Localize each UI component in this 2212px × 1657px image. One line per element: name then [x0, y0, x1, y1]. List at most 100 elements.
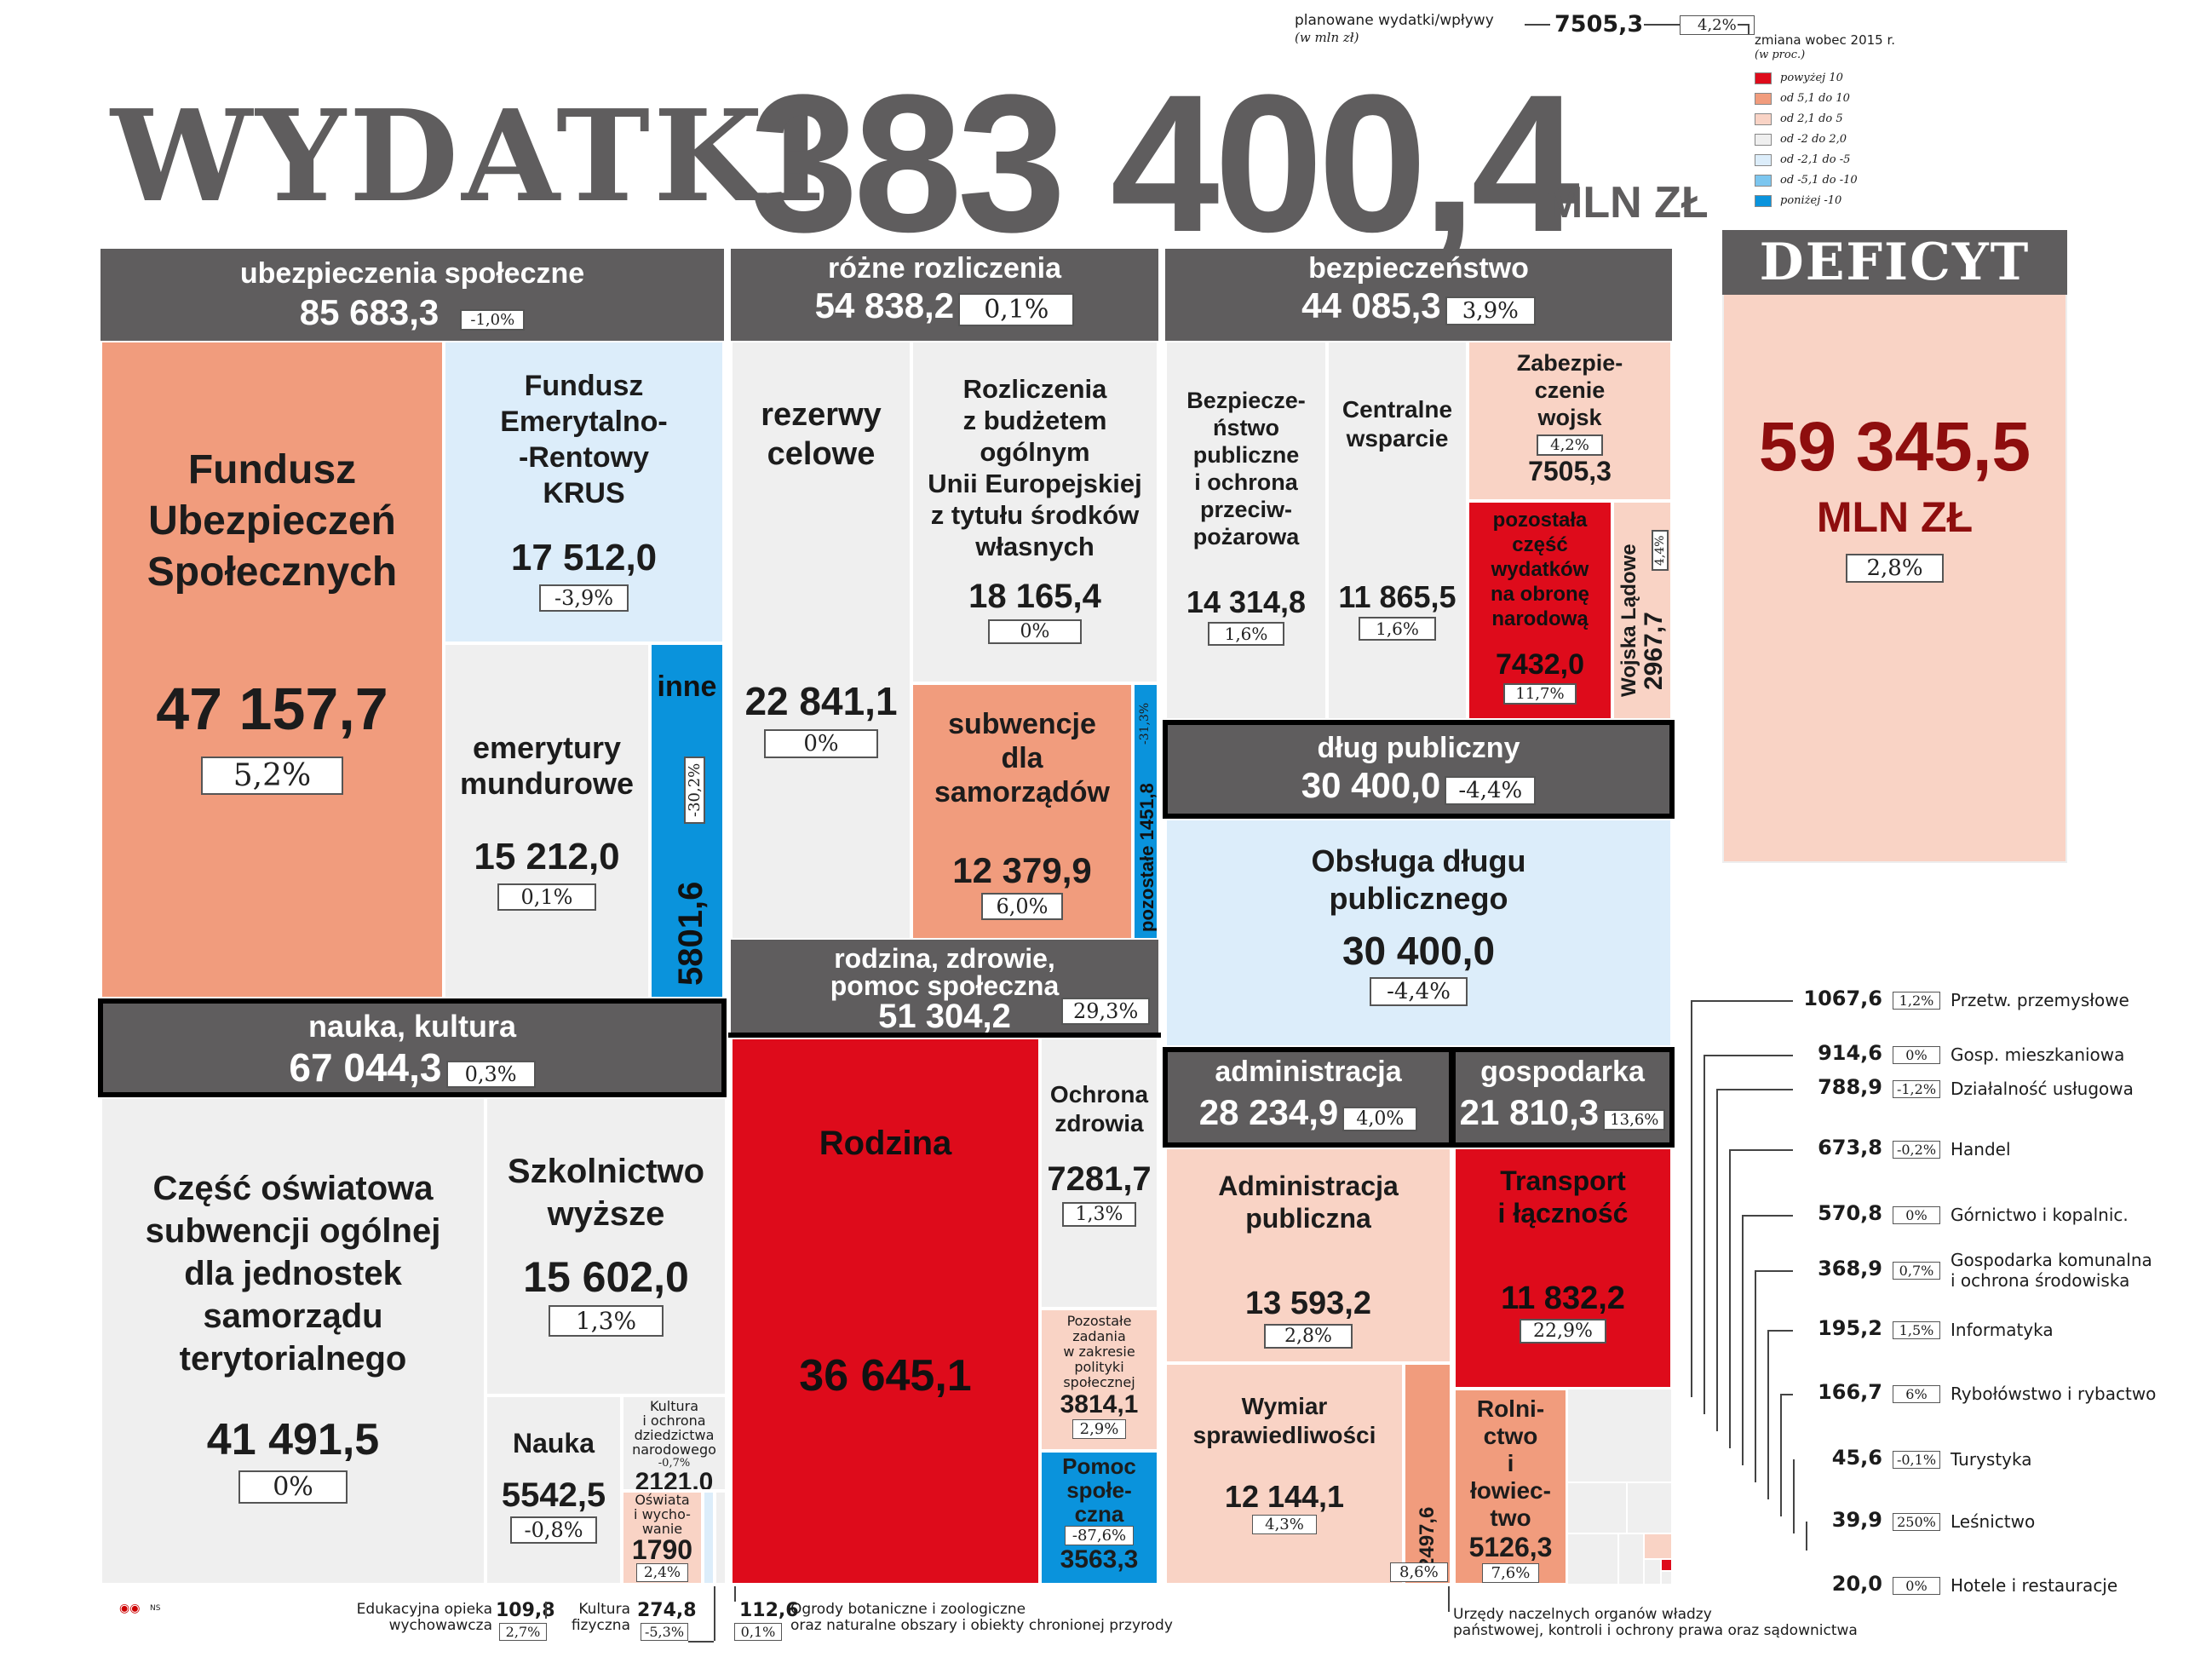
callout-value: 20,0 — [1831, 1572, 1882, 1596]
treemap-cell-gospodarka-small — [1567, 1389, 1672, 1482]
legend-item: od 5,1 do 10 — [1755, 92, 1850, 105]
callout-label: Rybołówstwo i rybactwo — [1951, 1384, 2157, 1404]
legend-swatch — [1755, 174, 1772, 187]
callout-pct: 6% — [1893, 1385, 1940, 1403]
legend-swatch — [1755, 194, 1772, 207]
callout-value: 45,6 — [1831, 1446, 1882, 1470]
legend-label: powyżej 10 — [1780, 72, 1843, 84]
deficit-box — [1722, 230, 2067, 863]
treemap-cell-rodzina: Rodzina 36 645,1 — [731, 1038, 1040, 1585]
treemap-cell-rolnictwo: Rolni- ctwo i łowiec- two 5126,3 7,6% — [1454, 1389, 1567, 1585]
deficit-pct: 2,8% — [1846, 554, 1944, 583]
treemap-cell-kultura: Kultura i ochrona dziedzictwa narodowego… — [622, 1395, 727, 1491]
legend-label: od -2 do 2,0 — [1780, 133, 1847, 146]
callout-line — [1716, 1089, 1793, 1090]
callout-line — [1704, 1055, 1793, 1056]
treemap-cell-krus: Fundusz Emerytalno- -Rentowy KRUS 17 512… — [444, 341, 724, 643]
legend-label: od 5,1 do 10 — [1780, 92, 1850, 105]
treemap-cell-oswiata-wychowanie: Oświata i wycho- wanie 1790 2,4% — [622, 1491, 703, 1585]
deficit-unit: MLN ZŁ — [1816, 493, 1974, 541]
legend-item: od 2,1 do 5 — [1755, 112, 1843, 125]
callout-pct: 0% — [1893, 1046, 1940, 1064]
connector — [734, 1586, 736, 1602]
callout-label: Działalność usługowa — [1951, 1079, 2134, 1099]
treemap-cell-pozostale-rozliczenia: -31,3% pozostałe 1451,8 — [1133, 683, 1158, 940]
callout-line — [1691, 1000, 1692, 1397]
callout-pct: 250% — [1893, 1513, 1940, 1531]
title-word: WYDATKI — [111, 82, 829, 230]
treemap-cell-edukacyjna-opieka — [703, 1491, 715, 1585]
legend-line — [1644, 24, 1680, 26]
treemap-cell-bezpieczenstwo-publiczne: Bezpiecze- ństwo publiczne i ochrona prz… — [1165, 341, 1327, 720]
legend-line — [1738, 24, 1748, 26]
treemap-cell-pomoc-spoleczna: Pomoc społe- czna -87,6% 3563,3 — [1040, 1451, 1158, 1585]
callout-line — [1755, 1270, 1793, 1272]
legend-line — [1748, 24, 1749, 34]
legend-item: od -5,1 do -10 — [1755, 174, 1858, 187]
callout-label: Przetw. przemysłowe — [1951, 990, 2129, 1010]
value-kultura-fizyczna: 274,8 — [637, 1600, 697, 1621]
legend-line — [1525, 24, 1550, 26]
callout-value: 368,9 — [1818, 1257, 1882, 1280]
label-urzedy: Urzędy naczelnych organów władzy państwo… — [1453, 1606, 1858, 1639]
group-header-bezpieczenstwo: bezpieczeństwo 44 085,3 3,9% — [1165, 249, 1672, 341]
treemap-cell-administracja-publiczna: Administracja publiczna 13 593,2 2,8% — [1165, 1148, 1451, 1363]
pct-edukacyjna: 2,7% — [499, 1623, 547, 1641]
treemap-cell-zabezpieczenie-wojsk: Zabezpie- czenie wojsk 4,2% 7505,3 — [1468, 341, 1672, 501]
pct-urzedy: 8,6% — [1390, 1562, 1448, 1582]
legend-item: od -2,1 do -5 — [1755, 153, 1850, 166]
callout-line — [1755, 1270, 1756, 1482]
treemap-cell-inne: inne -30,2% 5801,6 — [650, 643, 724, 998]
deficit-pct-wrap: 2,8% — [1722, 554, 2067, 583]
treemap-cell-fus: Fundusz Ubezpieczeń Społecznych 47 157,7… — [101, 341, 444, 998]
callout-pct: 1,2% — [1893, 992, 1940, 1010]
legend-change-label: zmiana wobec 2015 r. (w proc.) — [1755, 32, 1896, 61]
callout-line — [1793, 1459, 1795, 1533]
callout-line — [1780, 1394, 1782, 1516]
group-header-dlug: dług publiczny 30 400,0 -4,4% — [1163, 720, 1675, 819]
callout-pct: 0% — [1893, 1577, 1940, 1595]
treemap-cell-ochrona-zdrowia: Ochrona zdrowia 7281,7 1,3% — [1040, 1038, 1158, 1309]
treemap-cell-mundurowe: emerytury mundurowe 15 212,0 0,1% — [444, 643, 650, 998]
legend-label: poniżej -10 — [1780, 194, 1842, 207]
legend-swatch — [1755, 153, 1772, 166]
callout-label: Gosp. mieszkaniowa — [1951, 1044, 2125, 1065]
legend-label: od -2,1 do -5 — [1780, 153, 1851, 166]
treemap-cell-obrona-narodowa: pozostała część wydatków na obronę narod… — [1468, 501, 1612, 720]
callout-line — [1716, 1089, 1718, 1431]
label-edukacyjna: Edukacyjna opieka wychowawcza — [356, 1601, 492, 1634]
callout-label: Handel — [1951, 1139, 2011, 1159]
pct-kultura-fizyczna: -5,3% — [641, 1623, 688, 1641]
deficit-value: 59 345,5 — [1758, 408, 2031, 486]
connector — [545, 1602, 547, 1619]
legend-item: powyżej 10 — [1755, 72, 1843, 84]
callout-pct: 1,5% — [1893, 1321, 1940, 1339]
treemap-cell-pozostale-zadania: Pozostałe zadania w zakresie polityki sp… — [1040, 1309, 1158, 1451]
callout-pct: -1,2% — [1893, 1080, 1940, 1098]
legend-item: poniżej -10 — [1755, 194, 1841, 207]
legend-label: od 2,1 do 5 — [1780, 112, 1843, 125]
callout-value: 788,9 — [1818, 1075, 1882, 1099]
treemap-cell-gospodarka-small — [1627, 1482, 1672, 1533]
treemap-cell-ue: Rozliczenia z budżetem ogólnym Unii Euro… — [911, 341, 1158, 683]
callout-pct: 0,7% — [1893, 1262, 1940, 1280]
callout-label: Gospodarka komunalna i ochrona środowiska — [1951, 1250, 2152, 1291]
value-edukacyjna: 109,8 — [496, 1600, 555, 1621]
legend-planned-label: planowane wydatki/wpływy (w mln zł) — [1295, 12, 1494, 45]
treemap-cell-nauka: Nauka 5542,5 -0,8% — [485, 1395, 622, 1585]
label-ogrody: Ogrody botaniczne i zoologiczne oraz nat… — [790, 1601, 1173, 1634]
deficit-title: DEFICYT — [1722, 230, 2067, 295]
treemap-cell-oswiatowa: Część oświatowa subwencji ogólnej dla je… — [101, 1097, 485, 1585]
callout-pct: 0% — [1893, 1206, 1940, 1224]
treemap-cell-szkolnictwo: Szkolnictwo wyższe 15 602,0 1,3% — [485, 1097, 727, 1395]
callout-label: Górnictwo i kopalnic. — [1951, 1205, 2129, 1225]
callout-line — [1729, 1149, 1731, 1448]
connector — [688, 1641, 714, 1643]
callout-line — [1780, 1394, 1793, 1395]
callout-line — [1767, 1330, 1793, 1332]
group-border-rodzina — [728, 1033, 1161, 1038]
treemap-cell-transport: Transport i łączność 11 832,2 22,9% — [1454, 1148, 1672, 1389]
callout-line — [1767, 1330, 1769, 1499]
callout-label: Leśnictwo — [1951, 1511, 2036, 1532]
